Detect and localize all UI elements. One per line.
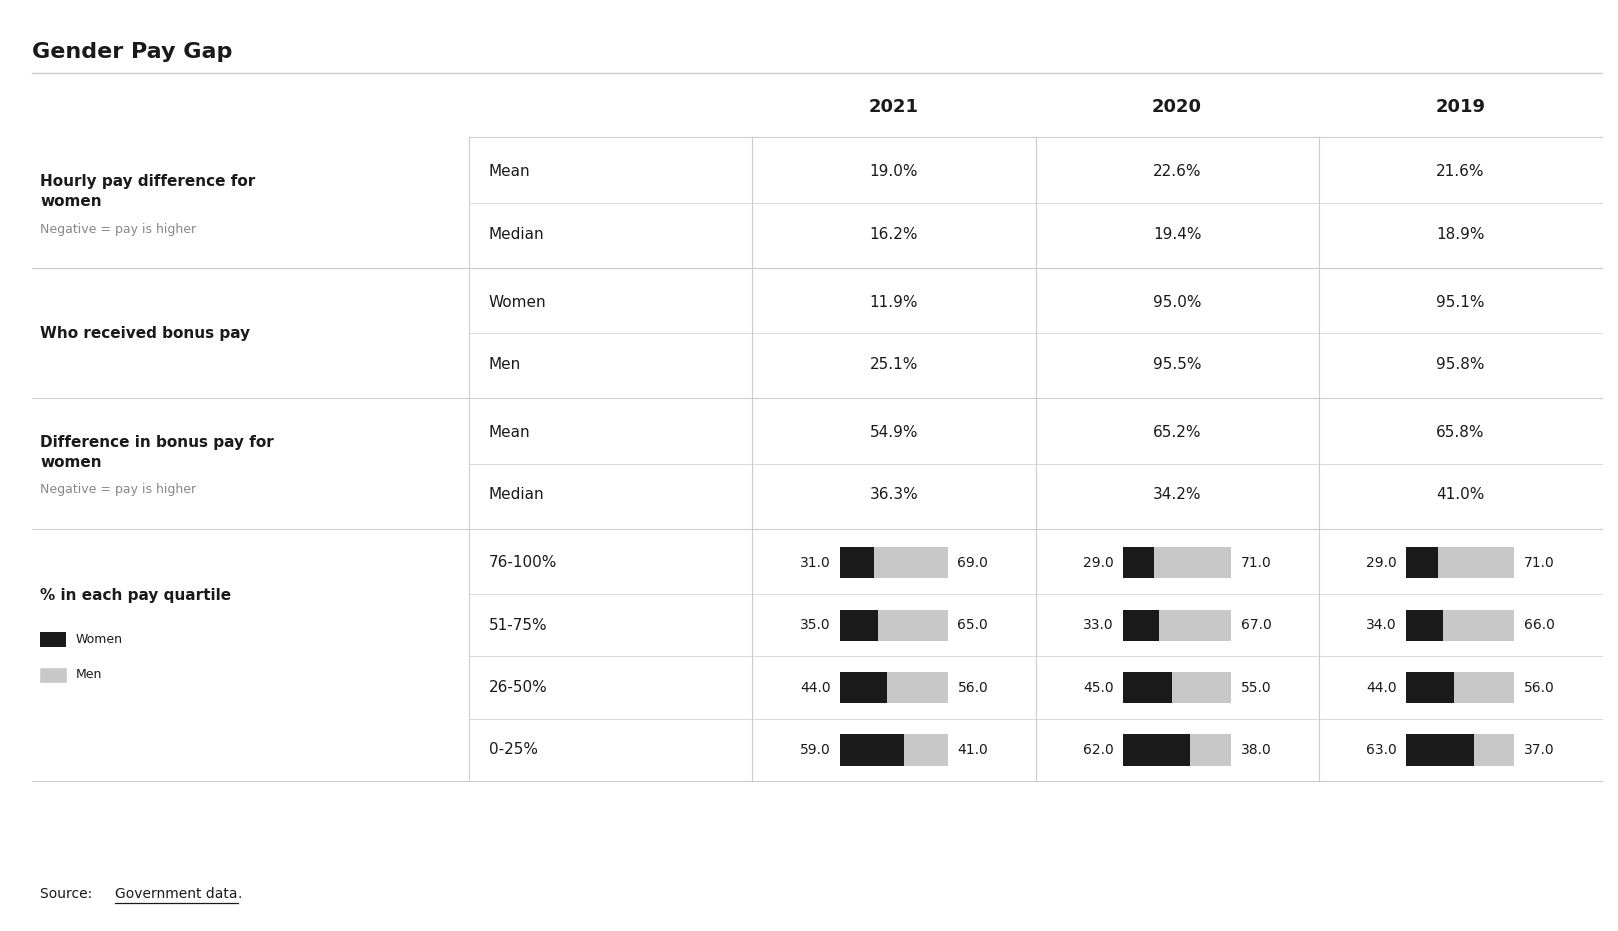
Text: 62.0: 62.0 [1082,743,1113,757]
Text: 22.6%: 22.6% [1154,164,1201,180]
Text: 29.0: 29.0 [1082,556,1113,570]
Text: Negative = pay is higher: Negative = pay is higher [40,483,196,496]
Text: % in each pay quartile: % in each pay quartile [40,588,231,603]
Text: 37.0: 37.0 [1524,743,1555,757]
Text: 71.0: 71.0 [1241,556,1272,570]
Text: 76-100%: 76-100% [489,555,557,571]
Text: 54.9%: 54.9% [870,425,917,440]
Text: 38.0: 38.0 [1241,743,1272,757]
Text: 95.1%: 95.1% [1437,294,1484,310]
Text: 63.0: 63.0 [1366,743,1396,757]
Text: 56.0: 56.0 [1524,681,1555,695]
Text: 31.0: 31.0 [799,556,830,570]
Text: 95.8%: 95.8% [1437,357,1484,372]
Text: 18.9%: 18.9% [1437,226,1484,242]
Text: 66.0: 66.0 [1524,618,1555,632]
Text: 95.5%: 95.5% [1154,357,1201,372]
Text: Hourly pay difference for
women: Hourly pay difference for women [40,174,256,209]
Text: 45.0: 45.0 [1082,681,1113,695]
Text: 65.2%: 65.2% [1154,425,1201,440]
Text: 55.0: 55.0 [1241,681,1272,695]
Text: Who received bonus pay: Who received bonus pay [40,326,251,341]
Text: 25.1%: 25.1% [870,357,917,372]
Text: 19.0%: 19.0% [870,164,917,180]
Text: 41.0: 41.0 [958,743,989,757]
Text: 65.8%: 65.8% [1437,425,1484,440]
Text: Government data: Government data [115,887,238,901]
Text: Negative = pay is higher: Negative = pay is higher [40,223,196,236]
Text: 71.0: 71.0 [1524,556,1555,570]
Text: 44.0: 44.0 [1366,681,1396,695]
Text: 44.0: 44.0 [799,681,830,695]
Text: 51-75%: 51-75% [489,617,547,633]
Text: 34.2%: 34.2% [1154,487,1201,503]
Text: 26-50%: 26-50% [489,680,547,695]
Text: 69.0: 69.0 [958,556,989,570]
Text: 19.4%: 19.4% [1154,226,1201,242]
Text: 95.0%: 95.0% [1154,294,1201,310]
Text: Women: Women [76,633,123,646]
Text: 56.0: 56.0 [958,681,989,695]
Text: Median: Median [489,226,544,242]
Text: 2020: 2020 [1152,98,1202,115]
Text: 33.0: 33.0 [1082,618,1113,632]
Text: Median: Median [489,487,544,503]
Text: 65.0: 65.0 [958,618,989,632]
Text: 29.0: 29.0 [1366,556,1396,570]
Text: 59.0: 59.0 [799,743,830,757]
Text: Difference in bonus pay for
women: Difference in bonus pay for women [40,435,273,470]
Text: 35.0: 35.0 [799,618,830,632]
Text: Mean: Mean [489,164,531,180]
Text: 11.9%: 11.9% [870,294,917,310]
Text: Source:: Source: [40,887,97,901]
Text: Gender Pay Gap: Gender Pay Gap [32,42,233,61]
Text: .: . [238,887,243,901]
Text: Mean: Mean [489,425,531,440]
Text: 16.2%: 16.2% [870,226,917,242]
Text: Men: Men [76,668,102,681]
Text: 36.3%: 36.3% [869,487,919,503]
Text: 2021: 2021 [869,98,919,115]
Text: 41.0%: 41.0% [1437,487,1484,503]
Text: Women: Women [489,294,547,310]
Text: 21.6%: 21.6% [1437,164,1484,180]
Text: 67.0: 67.0 [1241,618,1272,632]
Text: 2019: 2019 [1435,98,1485,115]
Text: 0-25%: 0-25% [489,742,537,758]
Text: 34.0: 34.0 [1366,618,1396,632]
Text: Men: Men [489,357,521,372]
